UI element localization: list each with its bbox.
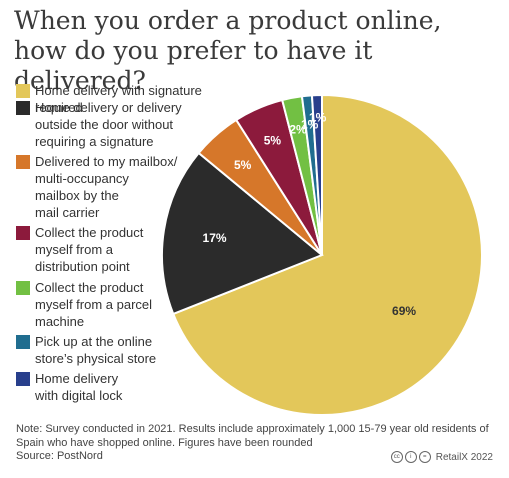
creative-commons-icon: cc — [390, 451, 403, 463]
legend-item: Collect the product myself from a distri… — [16, 224, 143, 275]
legend-item: Home delivery with digital lock — [16, 370, 122, 404]
attribution-icon: i — [404, 451, 417, 463]
pie-slice — [161, 151, 324, 316]
slice-label: 5% — [234, 158, 252, 172]
legend-swatch — [16, 226, 30, 240]
legend-label: Home delivery with signature required — [35, 83, 202, 115]
legend-swatch — [16, 101, 30, 115]
pie-slice — [171, 93, 483, 416]
legend-label: Collect the product myself from a parcel… — [35, 280, 153, 329]
legend-item: Home delivery with signature required — [16, 82, 206, 116]
slice-label: 1% — [301, 117, 319, 131]
credit: cc i = RetailX 2022 — [390, 451, 493, 463]
legend-item: Delivered to my mailbox/ multi-occupancy… — [16, 153, 177, 221]
legend-swatch — [16, 155, 30, 169]
chart-note: Note: Survey conducted in 2021. Results … — [16, 423, 489, 449]
legend-item: Pick up at the online store’s physical s… — [16, 333, 156, 367]
slice-label: 69% — [392, 304, 416, 318]
legend-label: Pick up at the online store’s physical s… — [35, 334, 157, 366]
slice-label: 1% — [309, 110, 327, 124]
legend-label: Delivered to my mailbox/ multi-occupancy… — [35, 154, 178, 220]
legend-swatch — [16, 281, 30, 295]
slice-label: 2% — [289, 122, 307, 136]
chart-source: Source: PostNord — [16, 450, 103, 462]
slice-label: 17% — [203, 231, 227, 245]
legend-swatch — [16, 335, 30, 349]
legend-label: Home delivery or delivery outside the do… — [35, 100, 182, 149]
chart-title: When you order a product online, how do … — [14, 6, 442, 95]
legend-label: Collect the product myself from a distri… — [35, 225, 144, 274]
legend-label: Home delivery with digital lock — [35, 371, 123, 403]
legend-item: Collect the product myself from a parcel… — [16, 279, 152, 330]
legend-item: Home delivery or delivery outside the do… — [16, 99, 182, 150]
credit-text: RetailX 2022 — [435, 451, 493, 463]
no-derivatives-icon: = — [418, 451, 431, 463]
slice-label: 5% — [264, 133, 282, 147]
pie-slice — [310, 93, 323, 256]
legend-swatch — [16, 84, 30, 98]
legend-swatch — [16, 372, 30, 386]
